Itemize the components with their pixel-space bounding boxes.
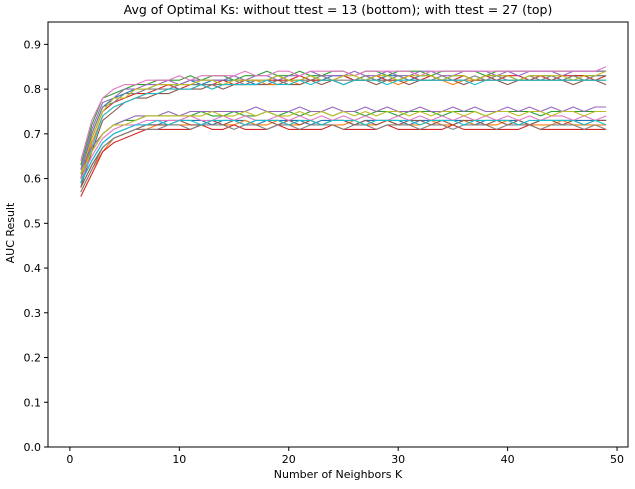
chart-title: Avg of Optimal Ks: without ttest = 13 (b… — [124, 2, 553, 17]
y-axis-label: AUC Result — [4, 202, 17, 263]
x-tick-label: 50 — [610, 453, 624, 466]
series-line-20 — [80, 119, 607, 184]
y-tick-label: 0.3 — [24, 307, 42, 320]
y-tick-label: 0.5 — [24, 217, 42, 230]
y-tick-label: 0.8 — [24, 83, 42, 96]
series-line-7 — [80, 66, 607, 161]
plot-frame — [47, 21, 629, 448]
x-tick-label: 40 — [501, 453, 515, 466]
x-tick-label: 0 — [66, 453, 73, 466]
axes-layer: 0 10 20 30 40 50 0.0 0.1 0.2 0.3 0.4 0.5 0.6 0.7 0.8 0.… — [24, 21, 629, 466]
series-line-17 — [80, 115, 607, 179]
series-line-19 — [80, 110, 607, 175]
y-tick-label: 0.9 — [24, 38, 42, 51]
x-tick-label: 20 — [282, 453, 296, 466]
series-layer — [80, 66, 607, 197]
y-tick-label: 0.1 — [24, 396, 42, 409]
y-tick-label: 0.4 — [24, 262, 42, 275]
y-tick-label: 0.6 — [24, 173, 42, 186]
y-tick-label: 0.2 — [24, 352, 42, 365]
x-tick-label: 10 — [172, 453, 186, 466]
x-axis-label: Number of Neighbors K — [274, 468, 403, 481]
y-tick-label: 0.0 — [24, 441, 42, 454]
series-line-10 — [80, 79, 607, 184]
x-tick-label: 30 — [391, 453, 405, 466]
y-tick-label: 0.7 — [24, 128, 42, 141]
